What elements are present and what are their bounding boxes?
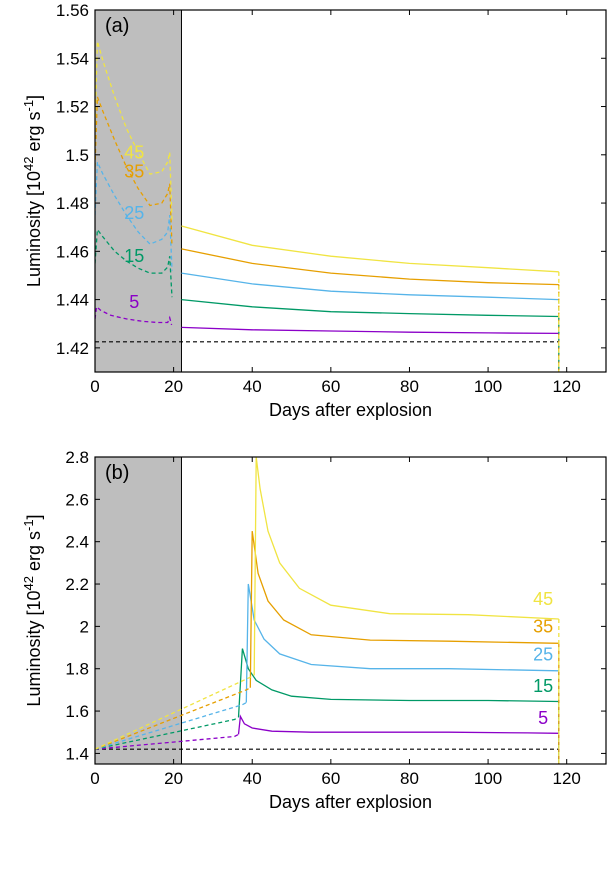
y-tick-label: 1.48 xyxy=(56,194,89,213)
y-axis-label: Luminosity [1042 erg s-1] xyxy=(21,95,44,287)
series-25-dashed-line xyxy=(95,702,247,750)
series-label: 15 xyxy=(533,676,553,696)
y-tick-label: 1.52 xyxy=(56,98,89,117)
y-tick-label: 1.56 xyxy=(56,1,89,20)
y-tick-label: 1.5 xyxy=(65,146,89,165)
y-tick-label: 2.8 xyxy=(65,448,89,467)
series-25-solid-line xyxy=(181,272,559,301)
y-label-exponent: 42 xyxy=(21,157,36,171)
x-axis-label: Days after explosion xyxy=(269,792,432,812)
series-35-solid-line xyxy=(249,531,559,688)
y-tick-label: 1.6 xyxy=(65,702,89,721)
series-25-solid-line xyxy=(245,583,559,703)
series-label: 35 xyxy=(533,617,553,637)
y-tick-label: 1.54 xyxy=(56,49,89,68)
panel-label: (a) xyxy=(105,15,129,37)
series-25-dashed-line xyxy=(95,161,173,271)
x-tick-label: 100 xyxy=(474,769,502,788)
y-label-units: erg s xyxy=(24,531,44,576)
y-label-exponent: -1 xyxy=(21,519,36,531)
x-tick-label: 40 xyxy=(243,769,262,788)
series-label: 35 xyxy=(124,162,144,182)
x-tick-label: 120 xyxy=(553,377,581,396)
x-tick-label: 40 xyxy=(243,377,262,396)
y-tick-label: 2.2 xyxy=(65,575,89,594)
y-label-exponent: -1 xyxy=(21,100,36,112)
y-tick-label: 2.4 xyxy=(65,533,89,552)
series-45-dashed-line xyxy=(95,674,255,750)
series-15-solid-line xyxy=(181,298,559,318)
x-tick-label: 80 xyxy=(400,377,419,396)
x-tick-label: 60 xyxy=(321,769,340,788)
series-35-dashed-line xyxy=(95,687,251,750)
series-15-dashed-line xyxy=(95,716,239,750)
y-tick-label: 1.4 xyxy=(65,744,89,763)
series-45-solid-line xyxy=(253,457,559,676)
series-5-dashed-line xyxy=(95,733,239,750)
series-label: 15 xyxy=(124,246,144,266)
x-axis-label: Days after explosion xyxy=(269,400,432,420)
shaded-region xyxy=(94,456,182,765)
y-label-end: ] xyxy=(24,95,44,100)
series-45-dashed-line xyxy=(95,41,173,221)
series-label: 25 xyxy=(533,644,553,664)
x-tick-label: 120 xyxy=(553,769,581,788)
y-tick-label: 1.42 xyxy=(56,339,89,358)
series-35-solid-line xyxy=(181,248,559,286)
series-label: 45 xyxy=(533,589,553,609)
y-tick-label: 2.6 xyxy=(65,490,89,509)
x-tick-label: 0 xyxy=(90,377,99,396)
y-label-exponent: 42 xyxy=(21,576,36,590)
y-tick-label: 1.8 xyxy=(65,660,89,679)
y-label-units: erg s xyxy=(24,112,44,157)
series-15-solid-line xyxy=(237,648,559,718)
y-axis-label: Luminosity [1042 erg s-1] xyxy=(21,514,44,706)
series-label: 5 xyxy=(538,708,548,728)
series-5-dashed-line xyxy=(95,305,173,326)
y-tick-label: 1.46 xyxy=(56,242,89,261)
x-tick-label: 100 xyxy=(474,377,502,396)
series-5-solid-line xyxy=(181,326,559,335)
x-tick-label: 20 xyxy=(164,769,183,788)
y-tick-label: 1.44 xyxy=(56,291,89,310)
series-15-dashed-line xyxy=(95,227,173,298)
y-label-base: Luminosity [10 xyxy=(24,171,44,287)
x-tick-label: 0 xyxy=(90,769,99,788)
series-35-dashed-line xyxy=(95,96,173,247)
x-tick-label: 20 xyxy=(164,377,183,396)
plot-area xyxy=(95,41,560,372)
y-label-end: ] xyxy=(24,514,44,519)
y-tick-label: 2 xyxy=(80,617,89,636)
axes-frame xyxy=(94,9,607,373)
y-label-base: Luminosity [10 xyxy=(24,591,44,707)
series-label: 25 xyxy=(124,203,144,223)
panel-b: 5 15 25 35 45 0 20 40 60 80 100 120 1.4 1.6 1.8 2 2.2 2.4… xyxy=(21,448,607,812)
series-45-solid-line xyxy=(181,225,559,273)
series-label: 5 xyxy=(129,292,139,312)
x-tick-label: 80 xyxy=(400,769,419,788)
series-label: 45 xyxy=(124,142,144,162)
series-5-solid-line xyxy=(237,714,559,735)
x-tick-label: 60 xyxy=(321,377,340,396)
axes-frame xyxy=(94,456,607,765)
shaded-region xyxy=(94,9,182,373)
panel-label: (b) xyxy=(105,462,129,484)
plot-area xyxy=(95,457,560,764)
